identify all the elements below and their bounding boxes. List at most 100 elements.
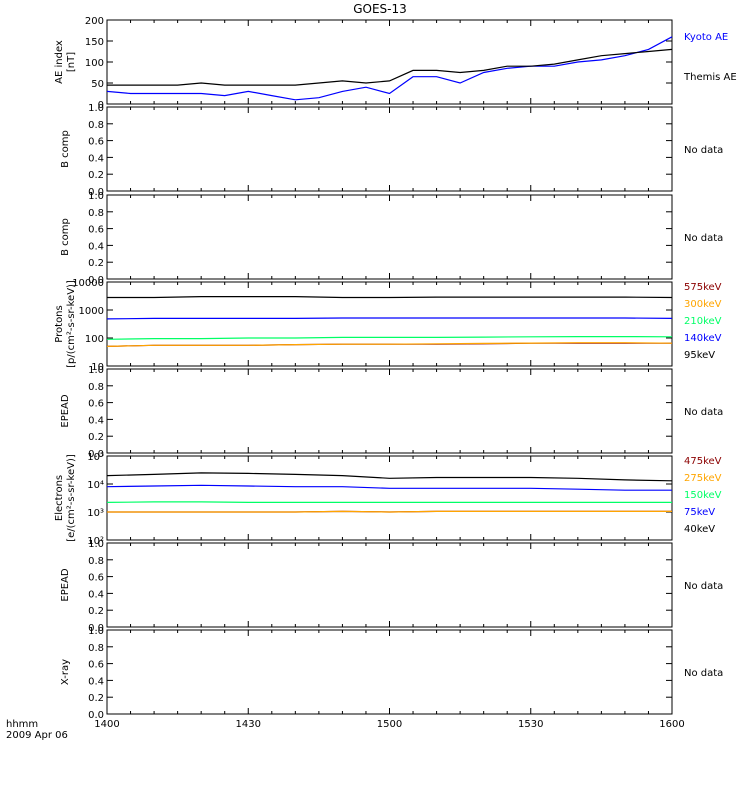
x-tick-label: 1430 [236,719,261,730]
panel-frame [106,368,673,454]
y-axis-label-line: AE index [54,40,65,84]
panel-frame [106,281,673,367]
series-line [106,342,673,347]
y-tick-label: 0.6 [88,573,104,584]
series-line [106,501,672,503]
y-axis-label: AE index[nT] [54,40,77,84]
y-axis-label: Electrons[e/(cm²-s-sr-keV)] [54,454,77,542]
y-tick-label: 10⁵ [87,452,104,463]
x-tick-label: 1530 [518,719,543,730]
legend-label: Kyoto AE [684,32,728,43]
y-tick-label: 0.2 [88,432,104,443]
y-tick-label: 0.6 [88,225,104,236]
y-tick-label: 0.6 [88,660,104,671]
legend-label: 575keV [684,282,722,293]
time-axis-label: hhmm [6,719,38,730]
y-axis-label: B comp [60,218,71,256]
no-data-label: No data [684,145,723,156]
panels: 0 50 100 150 200 AE index[nT] Kyoto AE Themis A… [54,16,737,721]
no-data-label: No data [684,407,723,418]
y-axis-label: EPEAD [60,394,71,428]
panel-frame [106,455,673,541]
y-tick-label: 10 [91,362,104,373]
y-axis-label-line: [e/(cm²-s-sr-keV)] [66,454,77,542]
y-tick-label: 10³ [87,508,104,519]
panel-frame [106,542,673,628]
y-tick-label: 0.2 [88,170,104,181]
legend-label: 150keV [684,490,722,501]
y-tick-label: 1.0 [88,103,104,114]
y-tick-label: 100 [85,58,104,69]
panel-frame [106,629,673,715]
y-tick-label: 0.0 [88,623,104,634]
y-tick-label: 1.0 [88,191,104,202]
y-axis-label-line: B comp [60,218,71,256]
no-data-label: No data [684,668,723,679]
y-tick-label: 0.4 [88,153,104,164]
y-axis-label-line: X-ray [60,659,71,685]
panel-5: 0.0 0.2 0.4 0.6 0.8 1.0 EPEAD No data [60,365,723,460]
y-tick-label: 1000 [79,306,104,317]
y-axis-label-line: Electrons [54,475,65,521]
y-tick-label: 0.8 [88,120,104,131]
y-tick-label: 200 [85,16,104,27]
y-tick-label: 0.2 [88,606,104,617]
series-line [106,484,672,491]
no-data-label: No data [684,233,723,244]
y-axis-label-line: Protons [54,305,65,342]
panel-8: 0.0 0.2 0.4 0.6 0.8 1.0 X-ray No data [60,626,723,721]
panel-7: 0.0 0.2 0.4 0.6 0.8 1.0 EPEAD No data [60,539,723,634]
y-tick-label: 0.4 [88,241,104,252]
panel-1: 0 50 100 150 200 AE index[nT] Kyoto AE Themis A… [54,16,737,111]
y-axis-label: EPEAD [60,568,71,602]
y-tick-label: 0.6 [88,137,104,148]
series-line [106,317,673,320]
time-axis-date: 2009 Apr 06 [6,730,68,741]
series-line [107,296,673,299]
figure-title: GOES-13 [353,2,407,16]
legend-label: 140keV [684,333,722,344]
y-tick-label: 10² [87,536,104,547]
y-tick-label: 0.2 [88,693,104,704]
legend-label: Themis AE [683,72,737,83]
y-tick-label: 1.0 [88,539,104,550]
y-tick-label: 150 [85,37,104,48]
legend-label: 210keV [684,316,722,327]
y-tick-label: 10⁴ [87,480,104,491]
y-tick-label: 0.8 [88,556,104,567]
x-tick-label: 1600 [659,719,684,730]
panel-3: 0.0 0.2 0.4 0.6 0.8 1.0 B comp No data [60,191,723,286]
y-tick-label: 0.8 [88,643,104,654]
y-tick-label: 0.4 [88,676,104,687]
y-axis-label-line: EPEAD [60,394,71,428]
y-tick-label: 100 [85,334,104,345]
y-axis-label: B comp [60,130,71,168]
y-tick-label: 1.0 [88,365,104,376]
y-tick-label: 0.0 [88,187,104,198]
legend-label: 475keV [684,456,722,467]
series-line [106,336,673,340]
y-tick-label: 1.0 [88,626,104,637]
y-axis-label: Protons[p/(cm²-s-sr-keV)] [54,280,77,368]
panel-frame [106,106,673,192]
y-tick-label: 0.2 [88,258,104,269]
legend-label: 40keV [684,524,715,535]
panel-6: 10² 10³ 10⁴ 10⁵ Electrons[e/(cm²-s-sr-keV)] 4… [54,452,722,547]
y-tick-label: 0.4 [88,589,104,600]
y-tick-label: 10000 [72,278,104,289]
y-tick-label: 0 [98,100,104,111]
y-tick-label: 50 [91,79,104,90]
legend-label: 300keV [684,299,722,310]
series-line [107,48,673,86]
legend-label: 75keV [684,507,715,518]
y-tick-label: 0.0 [88,710,104,721]
x-tick-label: 1400 [94,719,119,730]
y-axis-label: X-ray [60,659,71,685]
series-line [106,36,673,101]
x-tick-label: 1500 [377,719,402,730]
y-tick-label: 0.4 [88,415,104,426]
legend-label: 275keV [684,473,722,484]
y-axis-label-line: B comp [60,130,71,168]
